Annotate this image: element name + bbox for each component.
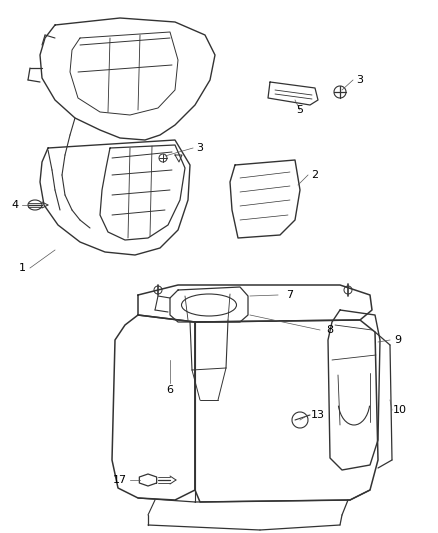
Text: 7: 7	[286, 290, 293, 300]
Text: 9: 9	[393, 335, 401, 345]
Text: 1: 1	[18, 263, 25, 273]
Text: 3: 3	[356, 75, 363, 85]
Text: 2: 2	[311, 170, 318, 180]
Text: 4: 4	[11, 200, 18, 210]
Text: 10: 10	[392, 405, 406, 415]
Text: 17: 17	[113, 475, 127, 485]
Text: 8: 8	[326, 325, 333, 335]
Text: 5: 5	[296, 105, 303, 115]
Text: 3: 3	[196, 143, 203, 153]
Text: 6: 6	[166, 385, 173, 395]
Text: 13: 13	[310, 410, 324, 420]
